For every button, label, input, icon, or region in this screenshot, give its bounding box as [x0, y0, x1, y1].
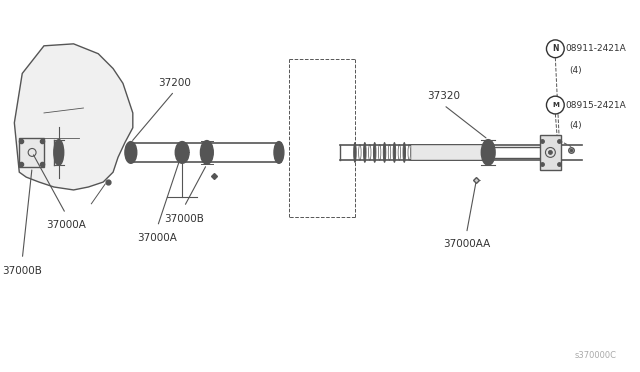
Text: 37200: 37200: [158, 78, 191, 88]
Ellipse shape: [383, 142, 386, 162]
Ellipse shape: [274, 142, 284, 163]
Text: 37000A: 37000A: [138, 233, 177, 243]
Ellipse shape: [175, 142, 189, 163]
Ellipse shape: [393, 142, 396, 162]
Text: 37000A: 37000A: [45, 219, 86, 230]
Circle shape: [547, 40, 564, 58]
Text: 37320: 37320: [428, 91, 460, 101]
Bar: [19, 138, 44, 167]
Ellipse shape: [354, 142, 356, 162]
Ellipse shape: [364, 142, 366, 162]
Text: M: M: [552, 102, 559, 108]
Ellipse shape: [125, 142, 137, 163]
Ellipse shape: [54, 140, 64, 165]
Ellipse shape: [403, 142, 406, 162]
Text: (4): (4): [569, 121, 581, 130]
Text: 08915-2421A: 08915-2421A: [565, 100, 626, 109]
Text: 37000B: 37000B: [164, 214, 204, 224]
Circle shape: [547, 96, 564, 114]
Text: 37000B: 37000B: [3, 266, 42, 276]
PathPatch shape: [14, 44, 133, 190]
Ellipse shape: [548, 150, 552, 154]
Ellipse shape: [481, 140, 495, 165]
Text: N: N: [552, 44, 559, 53]
Text: 37000AA: 37000AA: [443, 239, 490, 249]
Text: (4): (4): [569, 65, 581, 74]
Text: 08911-2421A: 08911-2421A: [565, 44, 626, 53]
Bar: [540, 135, 561, 170]
Ellipse shape: [374, 142, 376, 162]
Text: s370000C: s370000C: [575, 351, 616, 360]
Ellipse shape: [200, 141, 213, 164]
Bar: [412, 145, 488, 160]
